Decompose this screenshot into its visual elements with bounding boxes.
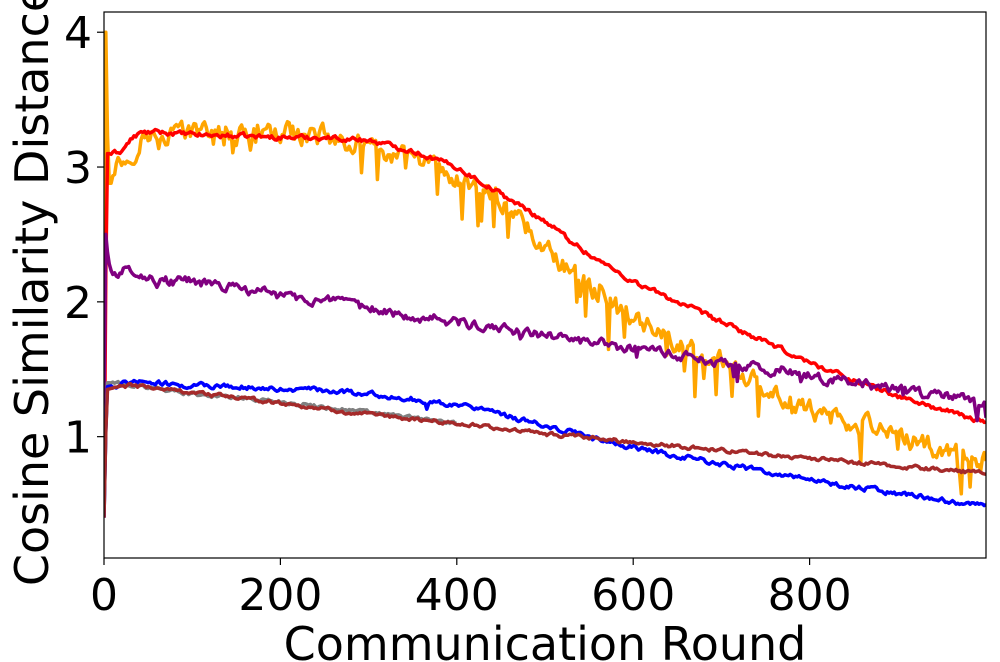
series-line <box>104 381 986 518</box>
x-tick-label: 0 <box>90 570 118 621</box>
plot-frame <box>103 11 987 559</box>
series-line <box>104 127 986 518</box>
y-tick-label: 4 <box>64 8 92 59</box>
x-axis-title: Communication Round <box>284 617 807 662</box>
series-line <box>104 378 986 518</box>
x-tick-label: 800 <box>768 570 852 621</box>
y-tick-label: 3 <box>64 143 92 194</box>
y-axis-title: Cosine Similarity Distance <box>5 0 59 586</box>
x-tick-label: 200 <box>238 570 322 621</box>
x-axis: 0 200 400 600 800 <box>90 558 852 621</box>
x-tick-label: 400 <box>415 570 499 621</box>
series-layer <box>104 30 986 518</box>
y-tick-label: 1 <box>64 413 92 464</box>
series-line <box>104 232 986 423</box>
y-tick-label: 2 <box>64 278 92 329</box>
series-line <box>104 30 986 496</box>
y-axis: 1 2 3 4 <box>64 8 104 464</box>
x-tick-label: 600 <box>591 570 675 621</box>
